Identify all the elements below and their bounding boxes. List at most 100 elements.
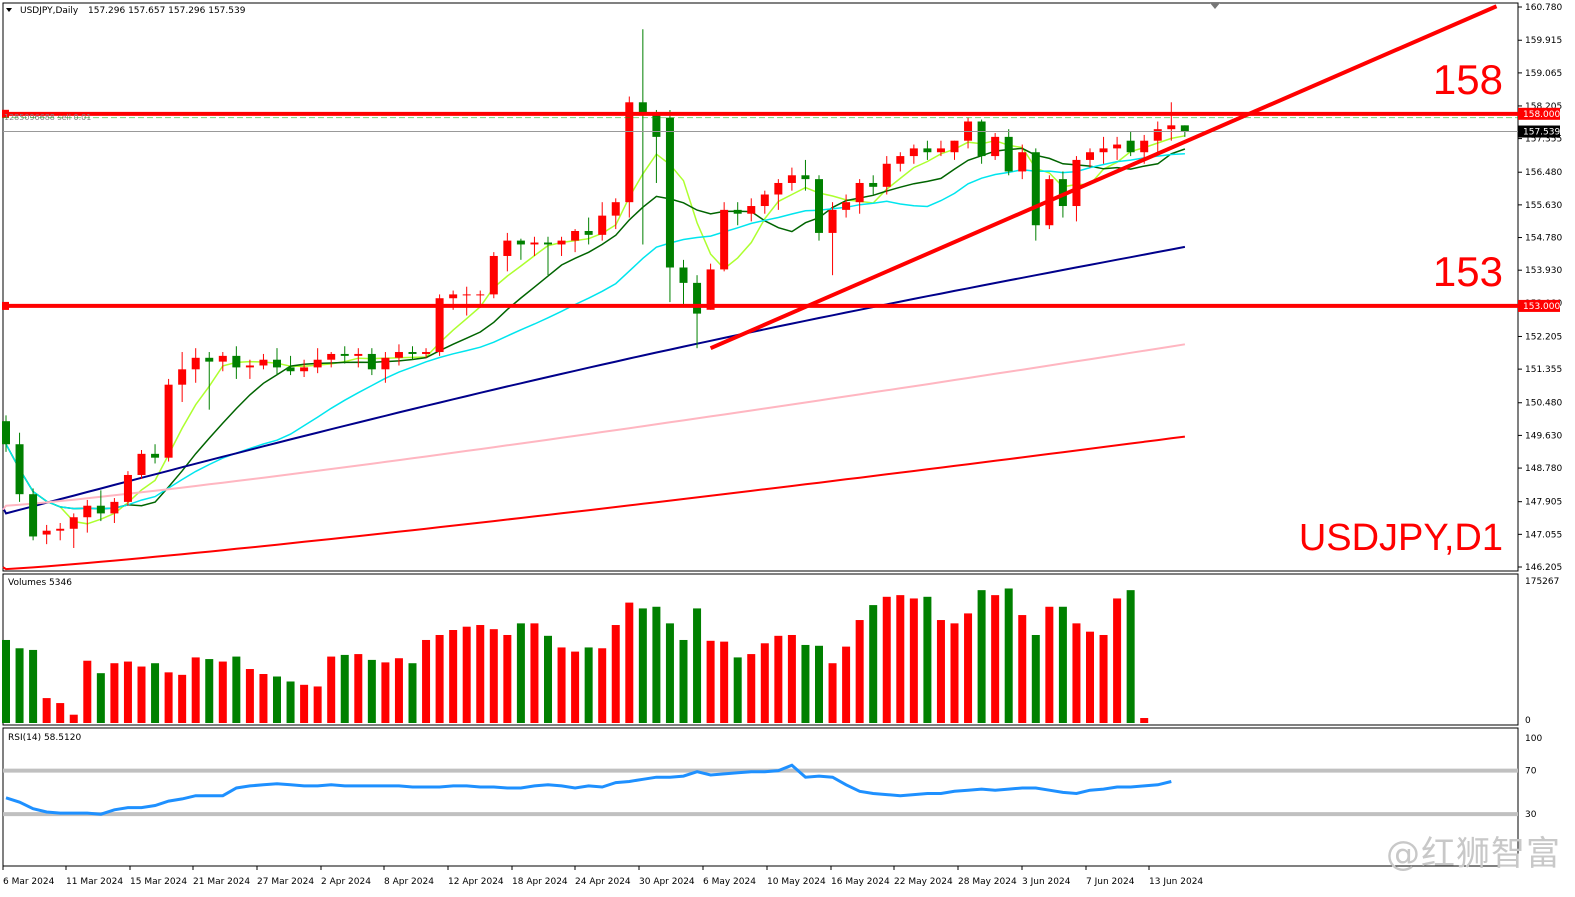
price-tick-label: 146.205	[1525, 563, 1562, 573]
volume-bar	[96, 673, 105, 723]
volume-bar	[665, 623, 674, 723]
candle-body	[476, 294, 485, 296]
ma-line-5	[5, 135, 1186, 525]
time-tick-label: 6 May 2024	[703, 877, 756, 887]
time-tick-label: 8 Apr 2024	[384, 877, 434, 887]
volume-bar	[598, 648, 607, 723]
volume-bar	[706, 640, 715, 723]
volume-bar	[950, 623, 959, 723]
volume-bar	[259, 674, 268, 723]
volume-bar	[83, 660, 92, 723]
volume-bar	[760, 643, 769, 723]
candle-body	[218, 355, 227, 362]
volume-bar	[42, 698, 51, 723]
trendline	[709, 4, 1498, 351]
volume-bar	[923, 596, 932, 723]
candle-body	[1113, 144, 1122, 149]
candle-body	[462, 294, 471, 296]
candle-body	[327, 353, 336, 360]
collapse-icon	[6, 8, 12, 12]
ohlc-label: 157.296 157.657 157.296 157.539	[88, 6, 246, 16]
candle-body	[544, 242, 552, 245]
current-price-label: 157.539	[1523, 128, 1560, 138]
volume-bar	[178, 674, 187, 723]
price-tick-label: 156.480	[1525, 168, 1562, 178]
candle-body	[503, 240, 512, 256]
volume-bar	[774, 635, 783, 723]
candle-body	[178, 369, 187, 385]
candle-body	[300, 367, 309, 372]
price-tick-label: 149.630	[1525, 431, 1562, 441]
time-tick-label: 13 Jun 2024	[1149, 877, 1203, 887]
candle-body	[760, 194, 769, 207]
volume-bar	[340, 654, 349, 723]
time-tick-label: 18 Apr 2024	[512, 877, 568, 887]
level-handle-153	[2, 301, 9, 310]
time-tick-label: 16 May 2024	[831, 877, 890, 887]
volume-bar	[584, 647, 593, 723]
candle-body	[1058, 179, 1067, 207]
time-tick-label: 12 Apr 2024	[448, 877, 504, 887]
candle-body	[245, 365, 254, 368]
time-tick-label: 3 Jun 2024	[1022, 877, 1071, 887]
volume-bar	[1031, 634, 1040, 723]
volume-bar	[869, 605, 878, 723]
time-tick-label: 11 Mar 2024	[66, 877, 123, 887]
volume-bar	[381, 662, 390, 723]
price-tick-label: 159.915	[1525, 36, 1562, 46]
price-tick-label: 153.930	[1525, 266, 1562, 276]
candle-body	[1031, 152, 1040, 226]
candle-body	[56, 528, 65, 531]
candle-body	[625, 102, 634, 203]
volume-bar	[815, 645, 823, 723]
candle-body	[787, 175, 796, 183]
candle-body	[842, 202, 851, 210]
candle-body	[936, 148, 945, 153]
volume-bar	[1072, 623, 1081, 723]
rsi-title: RSI(14) 58.5120	[8, 733, 81, 743]
candle-body	[638, 102, 647, 114]
candle-body	[69, 517, 78, 529]
volume-bar	[503, 634, 512, 723]
volume-bar	[828, 663, 837, 723]
volume-bar	[652, 606, 661, 723]
candle-body	[340, 353, 349, 356]
candle-body	[1153, 129, 1162, 141]
candle-body	[855, 182, 864, 203]
panel-frame-1	[2, 2, 1519, 572]
volume-bar	[69, 714, 78, 723]
price-tick-label: 154.780	[1525, 234, 1562, 244]
candle-body	[706, 269, 715, 310]
volume-bar	[422, 639, 431, 723]
ma-line-100	[2, 343, 1186, 511]
volume-bar	[110, 663, 119, 723]
volume-bar	[516, 623, 525, 723]
candle-body	[584, 231, 593, 235]
candle-body	[652, 113, 661, 137]
candle-body	[1018, 152, 1027, 172]
volume-bar	[1126, 590, 1135, 723]
volume-bar	[137, 666, 146, 723]
candle-body	[422, 352, 431, 354]
volume-bar	[530, 623, 539, 723]
candle-body	[828, 209, 837, 233]
volume-title: Volumes 5346	[8, 578, 72, 588]
candle-body	[1072, 159, 1081, 207]
volume-bar	[462, 626, 471, 723]
volume-bar	[842, 646, 851, 723]
volume-bar	[164, 672, 173, 723]
ma-line-200	[2, 435, 1186, 571]
volume-bar	[435, 634, 444, 723]
candle-body	[679, 267, 688, 283]
candle-body	[1180, 125, 1189, 132]
time-tick-label: 30 Apr 2024	[639, 877, 695, 887]
volume-bar	[327, 656, 336, 723]
candle-body	[151, 453, 160, 458]
candle-body	[96, 505, 105, 514]
volume-bar	[489, 629, 498, 723]
volume-bar	[449, 630, 458, 723]
volume-bar	[273, 676, 281, 723]
volume-tick-label: 0	[1525, 716, 1531, 726]
volume-tick-label: 175267	[1525, 577, 1559, 587]
